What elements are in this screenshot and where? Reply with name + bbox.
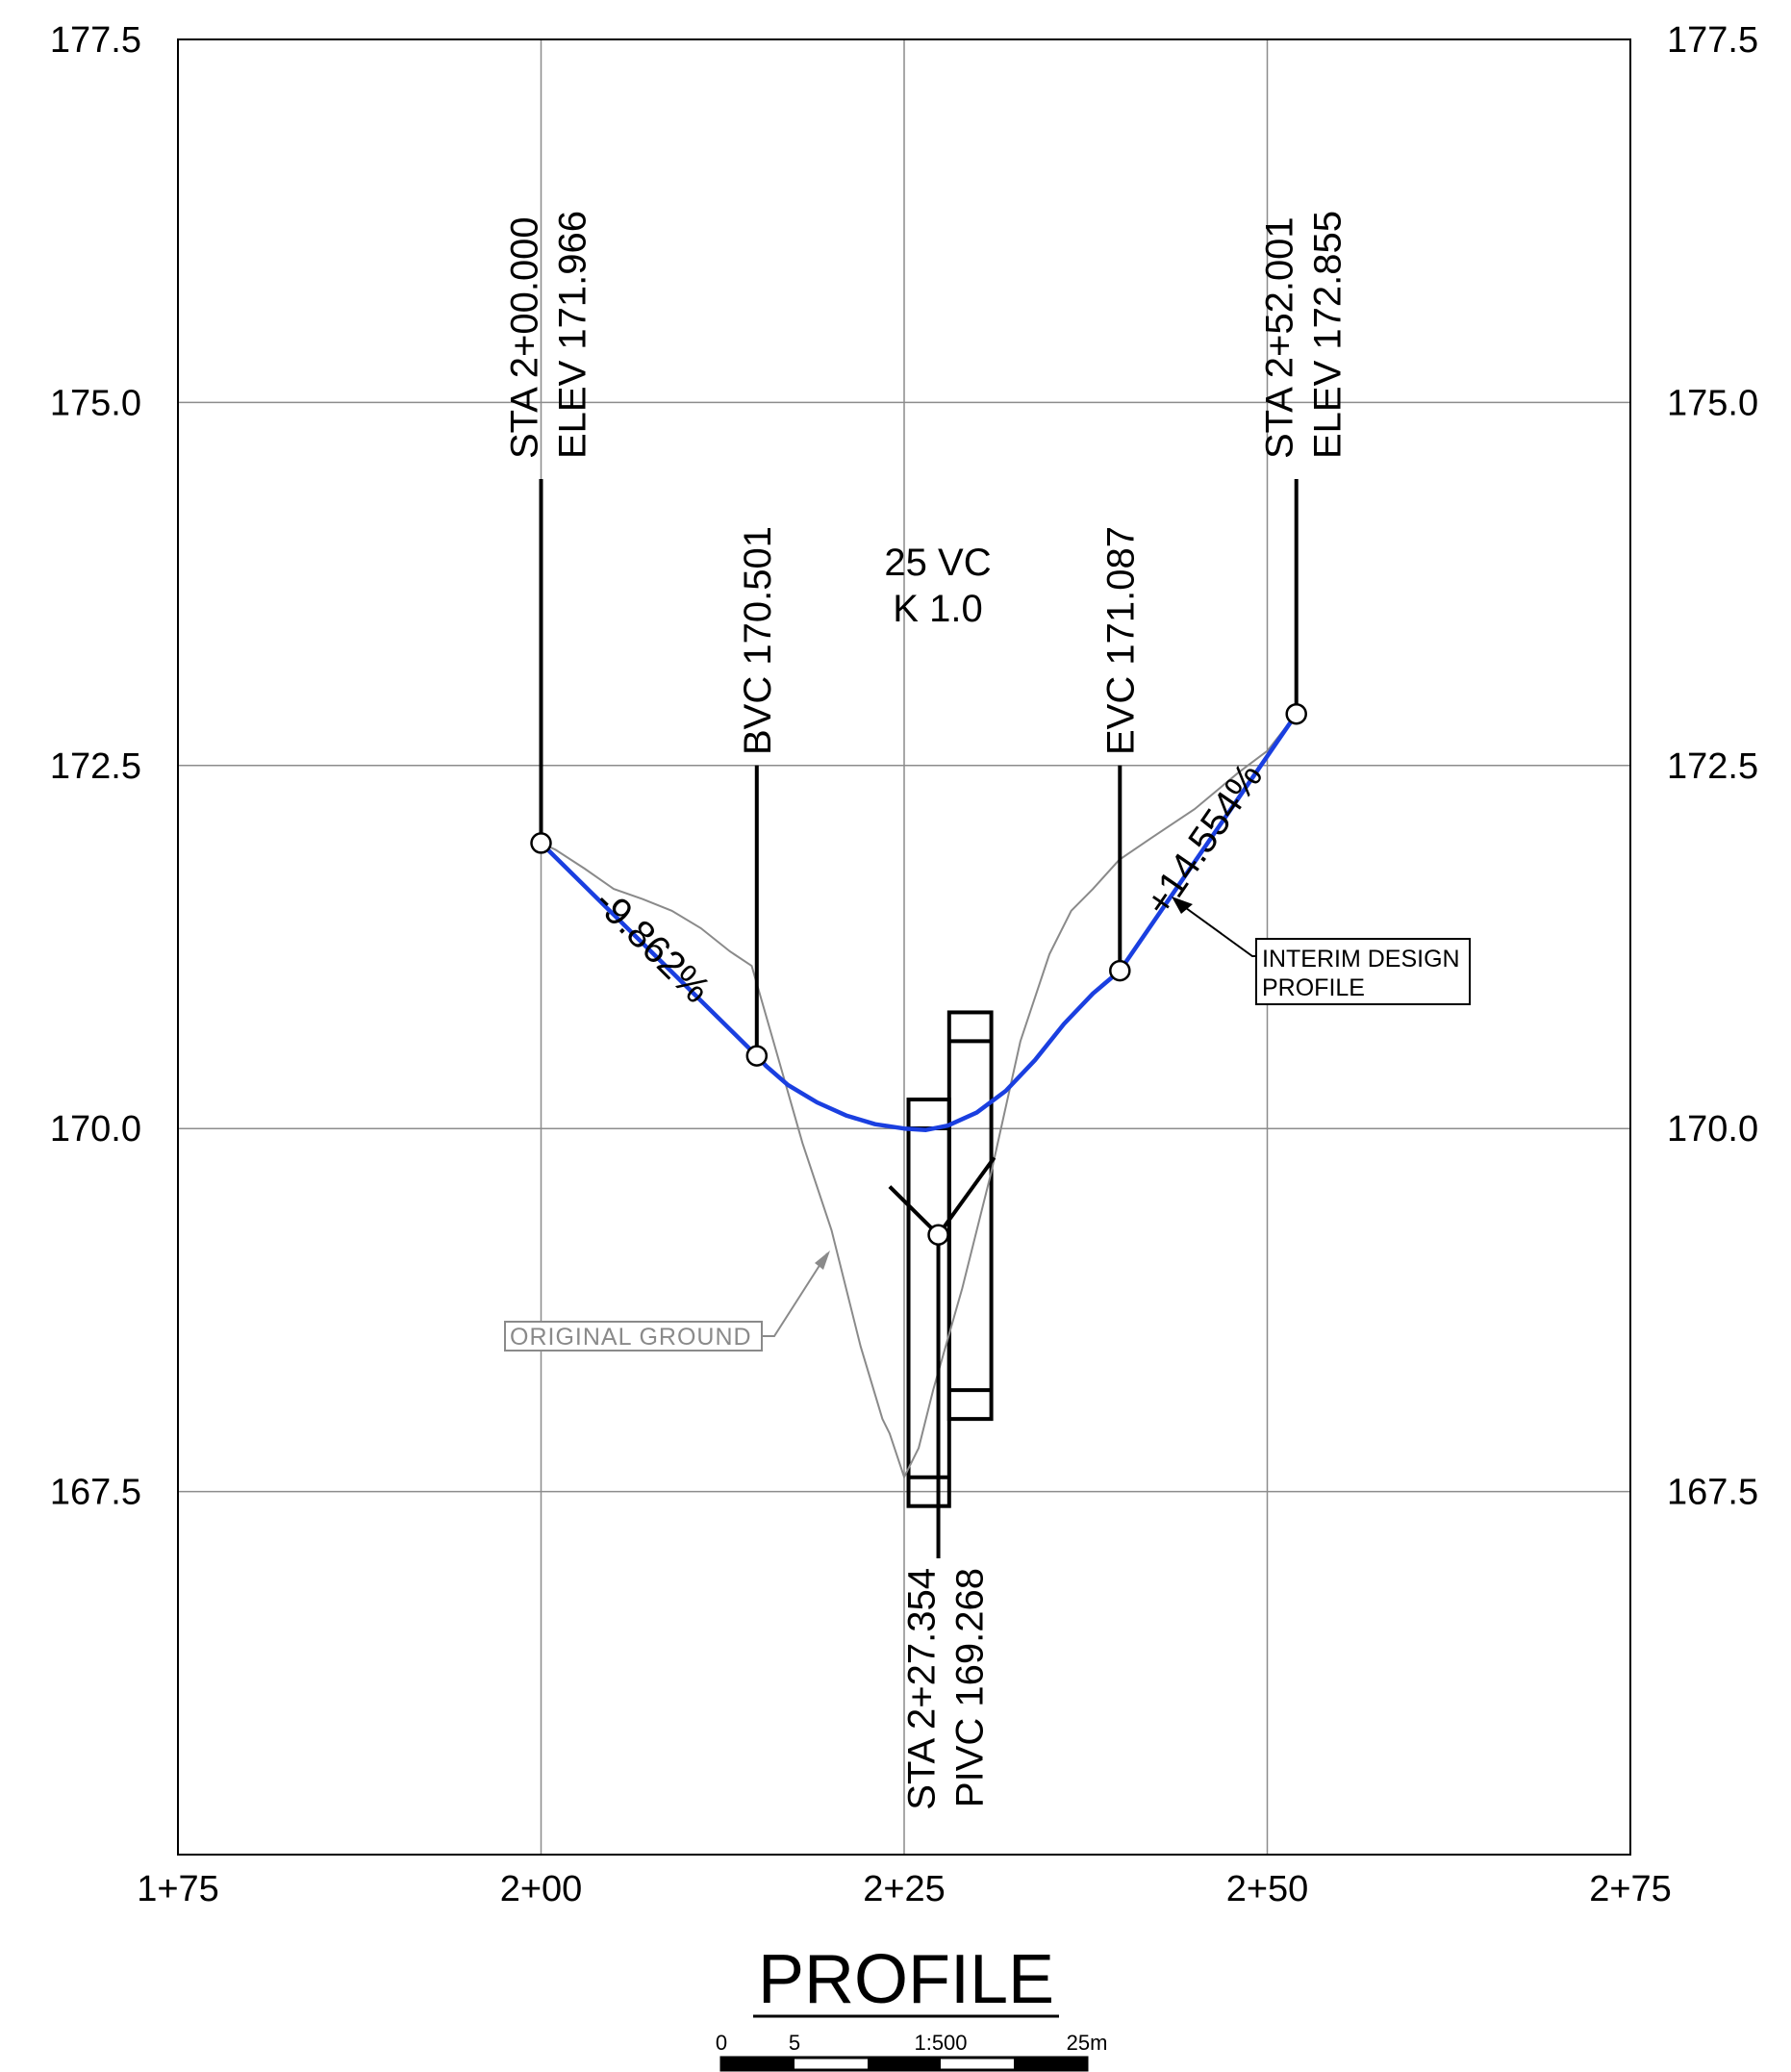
pivc-station-label: STA 2+27.354	[901, 1568, 944, 1810]
scale-bar-ratio: 1:500	[914, 2031, 967, 2055]
scale-bar-segment	[721, 2058, 795, 2070]
drawing-title: PROFILE	[758, 1941, 1054, 2018]
scale-bar-segment	[868, 2058, 941, 2070]
structure-outline	[946, 1010, 994, 1422]
plot-border	[177, 38, 1631, 1856]
station-leaders	[539, 479, 1299, 1558]
structures	[906, 1010, 994, 1508]
design-callout-leader	[1174, 899, 1256, 957]
x-tick-label: 1+75	[137, 1869, 219, 1909]
design-polyline	[539, 712, 1299, 1132]
pivc-tangent-out	[936, 1156, 996, 1236]
y-tick-label-left: 172.5	[50, 746, 141, 787]
ground-callout-label: ORIGINAL GROUND	[510, 1324, 752, 1351]
design-profile-callout: INTERIM DESIGN PROFILE	[1172, 897, 1471, 1005]
x-tick-label: 2+00	[500, 1869, 583, 1909]
grade-out-label: +14.554%	[1137, 756, 1271, 923]
scale-bar-end: 25m	[1067, 2031, 1108, 2055]
x-tick-label: 2+50	[1226, 1869, 1309, 1909]
ground-polyline	[541, 713, 1298, 1480]
k-value-label: K 1.0	[893, 588, 982, 630]
y-tick-label-right: 170.0	[1667, 1109, 1758, 1150]
pvi-start-elevation-label: ELEV 171.966	[552, 211, 594, 459]
station-marker	[927, 1224, 949, 1246]
axis-tick-labels: 1+75 2+00 2+25 2+50 2+75 177.5 177.5 175.0 175.0…	[50, 20, 1758, 1909]
y-tick-label-right: 172.5	[1667, 746, 1758, 787]
scale-bar-segment	[1014, 2058, 1087, 2070]
design-callout-arrowhead	[1172, 897, 1193, 914]
ground-callout: ORIGINAL GROUND	[504, 1251, 830, 1352]
scale-bar: 0 5 1:500 25m	[716, 2031, 1108, 2072]
x-tick-label: 2+75	[1589, 1869, 1672, 1909]
station-marker	[1285, 702, 1307, 725]
y-tick-label-right: 175.0	[1667, 383, 1758, 423]
pvi-end-station-label: STA 2+52.001	[1259, 216, 1301, 459]
pivc-tangent-in	[888, 1185, 940, 1237]
y-tick-label-right: 177.5	[1667, 20, 1758, 61]
ground-callout-leader	[762, 1252, 828, 1337]
pvi-end-elevation-label: ELEV 172.855	[1307, 211, 1350, 459]
station-marker	[745, 1045, 769, 1067]
station-markers	[530, 702, 1307, 1246]
station-marker	[530, 832, 552, 854]
design-callout-line-1: INTERIM DESIGN	[1262, 946, 1460, 973]
design-profile-line	[539, 712, 1299, 1132]
station-marker	[1109, 959, 1131, 982]
y-tick-label-right: 167.5	[1667, 1473, 1758, 1513]
bvc-label: BVC 170.501	[737, 526, 779, 755]
y-tick-label-left: 177.5	[50, 20, 141, 61]
x-tick-label: 2+25	[863, 1869, 946, 1909]
ground-callout-box	[504, 1321, 763, 1352]
evc-label: EVC 171.087	[1099, 526, 1142, 755]
original-ground-line	[541, 713, 1298, 1480]
scale-bar-zero: 0	[716, 2031, 727, 2055]
grade-in-label: -9.862%	[587, 880, 719, 1011]
design-callout-line-2: PROFILE	[1262, 974, 1365, 1001]
scale-bar-five: 5	[789, 2031, 800, 2055]
design-callout-box	[1255, 938, 1471, 1005]
y-tick-label-left: 170.0	[50, 1109, 141, 1150]
pivc-elevation-label: PIVC 169.268	[949, 1568, 992, 1807]
y-tick-label-left: 175.0	[50, 383, 141, 423]
vertical-curve-length-label: 25 VC	[884, 542, 991, 584]
y-tick-label-left: 167.5	[50, 1473, 141, 1513]
ground-callout-arrowhead	[815, 1251, 830, 1270]
pvi-start-station-label: STA 2+00.000	[504, 216, 546, 459]
structure-outline	[906, 1098, 951, 1508]
